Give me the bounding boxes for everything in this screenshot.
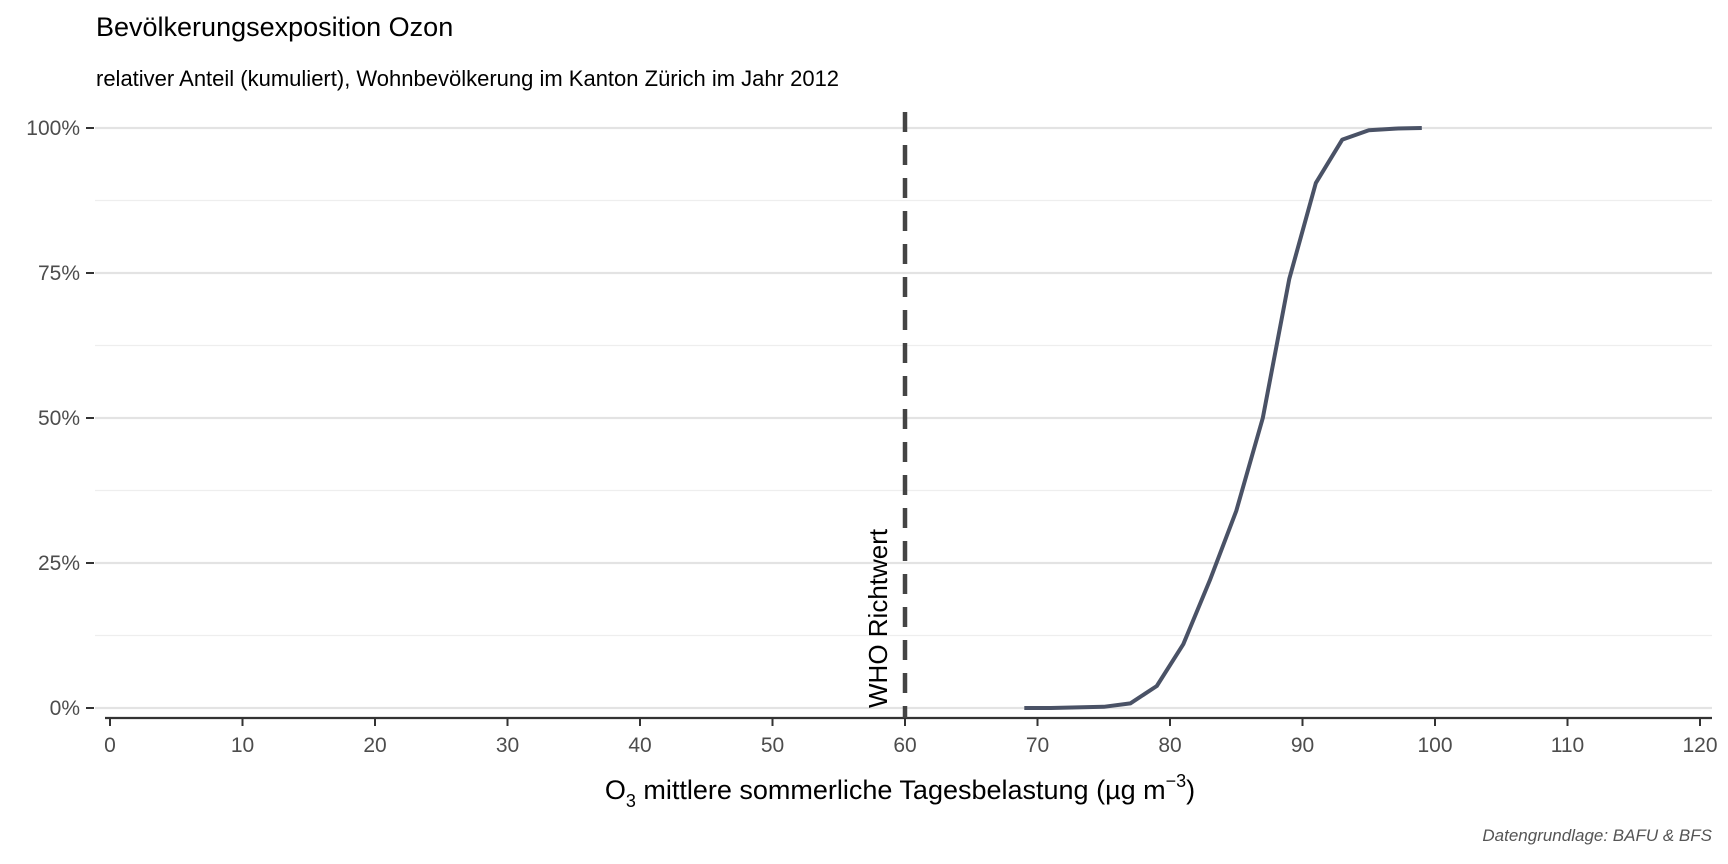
x-tick-label: 100: [1417, 734, 1452, 757]
x-axis-title-part: mittlere sommerliche Tagesbelastung (µg …: [636, 775, 1166, 805]
x-axis-title: O3 mittlere sommerliche Tagesbelastung (…: [605, 771, 1195, 811]
x-tick-label: 110: [1551, 734, 1584, 757]
chart-subtitle: relativer Anteil (kumuliert), Wohnbevölk…: [96, 66, 840, 91]
x-tick-label: 50: [761, 734, 784, 757]
x-axis-title-part: ): [1186, 775, 1195, 805]
y-tick-label: 100%: [26, 117, 80, 140]
x-tick-label: 10: [231, 734, 254, 757]
x-tick-label: 20: [363, 734, 386, 757]
chart-title: Bevölkerungsexposition Ozon: [96, 12, 454, 42]
reference-line-group: WHO Richtwert: [863, 112, 908, 718]
x-tick-label: 0: [104, 734, 116, 757]
grid-lines: [95, 126, 1712, 710]
x-axis-title-part: 3: [626, 791, 636, 811]
y-tick-label: 75%: [38, 262, 80, 285]
series-group: [1024, 126, 1422, 710]
series-line: [1024, 126, 1422, 710]
x-axis: 0 10 20 30 40 50 60 70 80 90 100 110 120: [104, 716, 1718, 757]
x-axis-title-part: O: [605, 775, 626, 805]
x-tick-label: 90: [1291, 734, 1314, 757]
y-tick-label: 50%: [38, 407, 80, 430]
x-tick-label: 80: [1158, 734, 1181, 757]
x-axis-title-part: −3: [1166, 771, 1187, 791]
y-axis: 0% 25% 50% 75% 100%: [26, 117, 94, 720]
x-tick-label: 120: [1682, 734, 1717, 757]
x-tick-label: 40: [628, 734, 651, 757]
x-tick-label: 30: [496, 734, 519, 757]
x-tick-label: 70: [1026, 734, 1049, 757]
data-source-caption: Datengrundlage: BAFU & BFS: [1482, 826, 1712, 845]
y-tick-label: 0%: [50, 697, 80, 720]
y-tick-label: 25%: [38, 552, 80, 575]
x-tick-label: 60: [893, 734, 916, 757]
reference-line-label: WHO Richtwert: [863, 528, 893, 708]
